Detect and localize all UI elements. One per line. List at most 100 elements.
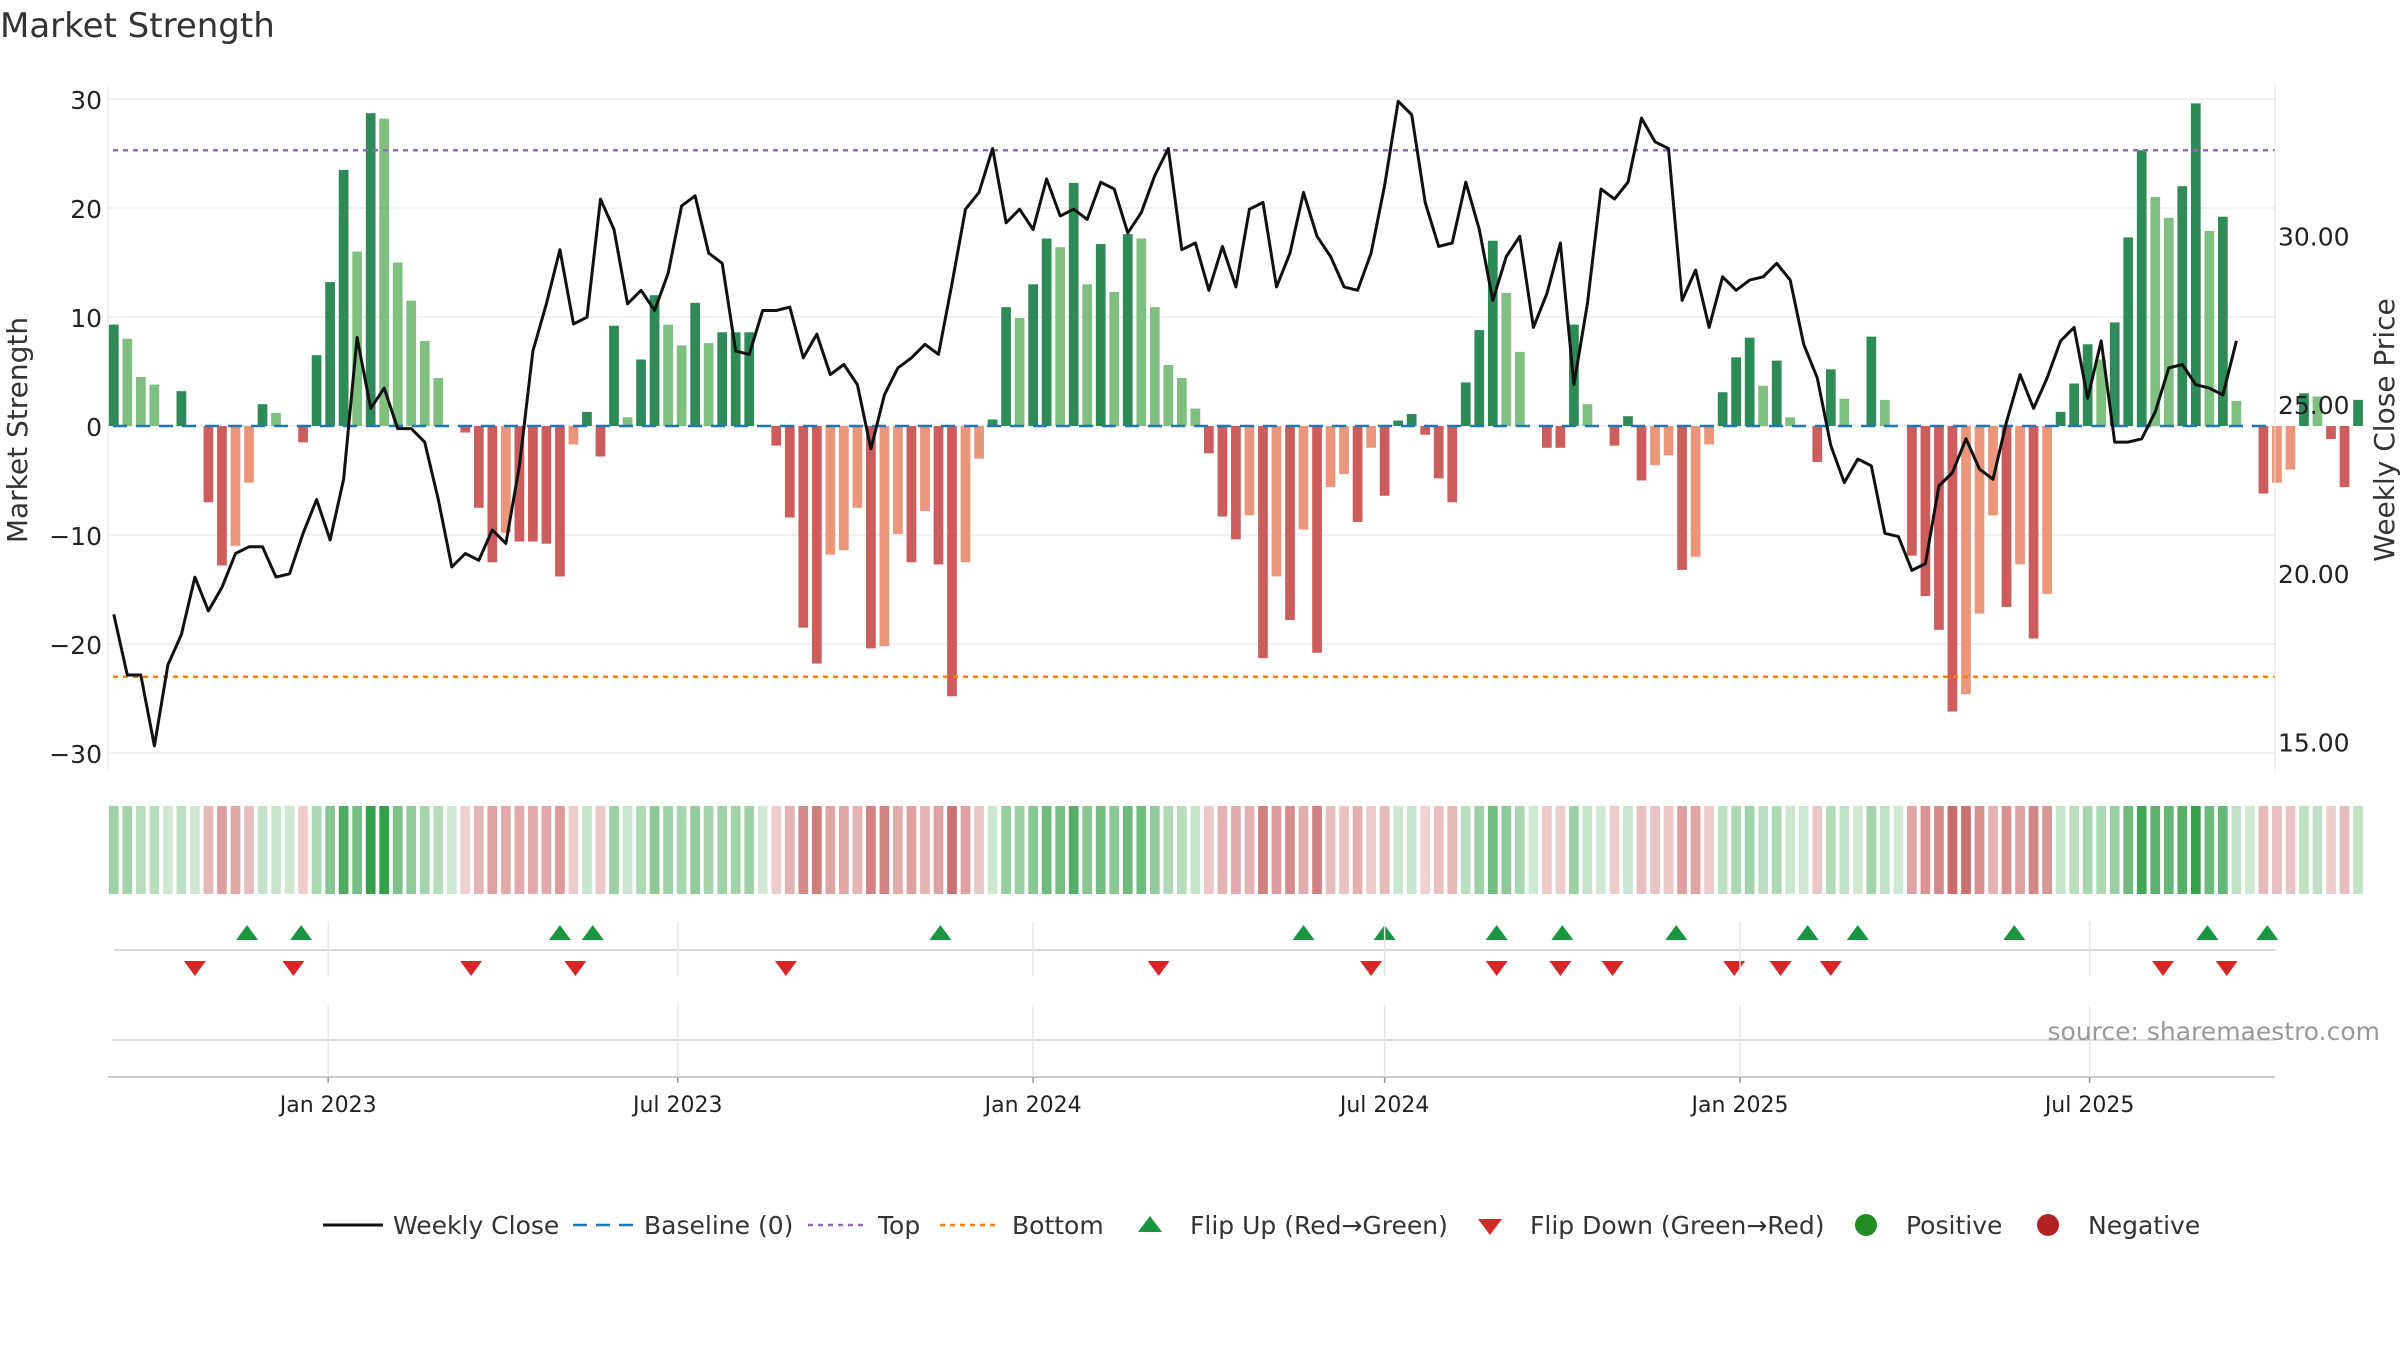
- heat-cell: [595, 806, 606, 894]
- flip-down-marker: [1485, 961, 1508, 976]
- legend-baseline-label: Baseline (0): [644, 1211, 793, 1240]
- heat-cell: [406, 806, 417, 894]
- heat-strip: [108, 806, 2363, 894]
- strength-bar: [947, 426, 957, 697]
- heat-cell: [2231, 806, 2242, 894]
- strength-bar: [568, 426, 579, 445]
- heat-cell: [122, 806, 133, 894]
- heat-cell: [1879, 806, 1890, 894]
- strength-bar: [1339, 426, 1349, 474]
- strength-bar: [487, 426, 498, 563]
- strength-bar: [1717, 392, 1728, 426]
- strength-bar: [784, 426, 795, 518]
- strength-bar: [1136, 238, 1147, 426]
- strength-bar: [1217, 426, 1228, 517]
- heat-cell: [649, 806, 660, 894]
- heat-cell: [2326, 806, 2336, 894]
- strength-bar: [690, 302, 701, 426]
- heat-cell: [555, 806, 565, 894]
- heat-cell: [636, 806, 646, 894]
- flip-up-marker: [236, 925, 259, 940]
- heat-cell: [1014, 806, 1025, 894]
- strength-bar: [244, 426, 254, 483]
- heat-cell: [1528, 806, 1539, 894]
- strength-bar: [1285, 426, 1295, 621]
- flip-up-marker: [1292, 925, 1315, 940]
- heat-cell: [852, 806, 863, 894]
- strength-bar: [1879, 399, 1890, 426]
- heat-cell: [784, 806, 795, 894]
- strength-bar: [2204, 230, 2215, 426]
- strength-bar: [555, 426, 565, 577]
- heat-cell: [2190, 806, 2201, 894]
- heat-cell: [298, 806, 308, 894]
- heat-cell: [1677, 806, 1687, 894]
- strength-bar: [1122, 234, 1133, 426]
- strength-bar: [649, 295, 660, 426]
- heat-cell: [2028, 806, 2039, 894]
- flip-up-marker: [1665, 925, 1688, 940]
- strength-bar: [325, 282, 335, 426]
- heat-cell: [1555, 806, 1566, 894]
- strength-bar: [879, 426, 890, 647]
- strength-bar: [1041, 238, 1052, 426]
- strength-bar: [1501, 293, 1512, 426]
- flip-down-marker: [564, 961, 587, 976]
- heat-cell: [1785, 806, 1796, 894]
- strength-bar: [1352, 426, 1363, 522]
- strength-bar: [1271, 426, 1282, 577]
- heat-cell: [1231, 806, 1241, 894]
- strength-bar: [2285, 426, 2296, 470]
- heat-cell: [1082, 806, 1093, 894]
- strength-bar: [1082, 284, 1093, 426]
- y2-tick-label: 15.00: [2278, 729, 2350, 758]
- heat-cell: [1095, 806, 1106, 894]
- heat-cell: [2069, 806, 2080, 894]
- heat-cell: [2001, 806, 2012, 894]
- y-tick-label: 30: [70, 86, 102, 115]
- heat-cell: [717, 806, 728, 894]
- heat-cell: [1907, 806, 1917, 894]
- heat-cell: [419, 806, 430, 894]
- flip-up-marker: [1846, 925, 1869, 940]
- strength-bar: [622, 417, 633, 426]
- strength-bar: [1947, 426, 1958, 712]
- flip-down-marker: [1147, 961, 1170, 976]
- heat-cell: [771, 806, 782, 894]
- heat-cell: [974, 806, 984, 894]
- strength-bar: [744, 332, 755, 426]
- strength-bar: [176, 391, 187, 426]
- heat-cell: [1717, 806, 1728, 894]
- strength-bar: [1231, 426, 1241, 540]
- strength-bar: [1095, 243, 1106, 426]
- heat-cell: [2299, 806, 2309, 894]
- heat-cell: [1379, 806, 1390, 894]
- strength-bar: [1542, 426, 1552, 448]
- strength-bar: [1839, 398, 1850, 426]
- heat-cell: [663, 806, 673, 894]
- heat-cell: [866, 806, 876, 894]
- strength-bars: [108, 103, 2363, 712]
- legend: Weekly Close Baseline (0) Top Bottom Flip Up…: [323, 1211, 2200, 1240]
- strength-bar: [2082, 344, 2093, 426]
- heat-cell: [2055, 806, 2066, 894]
- heat-cell: [271, 806, 281, 894]
- heat-cell: [987, 806, 998, 894]
- strength-bar: [1731, 357, 1742, 426]
- heat-cell: [1825, 806, 1836, 894]
- strength-bar: [1176, 378, 1187, 426]
- heat-cell: [487, 806, 498, 894]
- strength-bar: [717, 332, 728, 426]
- heat-cell: [108, 806, 119, 894]
- heat-cell: [1771, 806, 1782, 894]
- heat-cell: [1650, 806, 1660, 894]
- heat-cell: [622, 806, 633, 894]
- heat-cell: [1542, 806, 1552, 894]
- heat-cell: [879, 806, 890, 894]
- strength-bar: [1149, 307, 1160, 426]
- strength-bar: [2109, 322, 2120, 426]
- heat-cell: [1366, 806, 1376, 894]
- strength-bar: [2190, 103, 2201, 427]
- strength-bar: [676, 345, 687, 426]
- strength-bar: [2015, 426, 2025, 565]
